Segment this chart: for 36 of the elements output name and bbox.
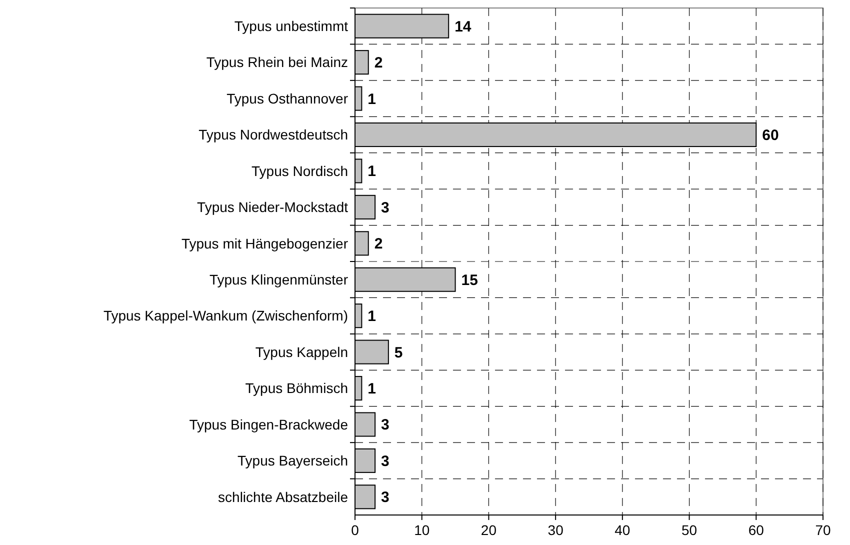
- x-tick-label: 30: [548, 522, 564, 538]
- x-tick-label: 20: [480, 522, 497, 538]
- data-label: 2: [374, 236, 383, 253]
- y-tick-label: Typus mit Hängebogenzier: [181, 235, 348, 252]
- y-tick-label: Typus Kappel-Wankum (Zwischenform): [103, 308, 348, 324]
- data-label: 1: [368, 90, 376, 108]
- y-tick-label: Typus unbestimmt: [234, 18, 348, 34]
- data-label: 60: [762, 127, 779, 144]
- data-label: 3: [381, 489, 390, 506]
- data-label: 1: [368, 163, 376, 180]
- data-label: 1: [368, 308, 376, 326]
- y-tick-label: Typus Bayerseich: [238, 452, 348, 469]
- data-label: 2: [374, 54, 383, 72]
- y-tick-label: Typus Rhein bei Mainz: [206, 54, 348, 70]
- y-tick-label: Typus Böhmisch: [245, 380, 348, 396]
- data-label: 3: [381, 452, 390, 470]
- x-tick-label: 0: [351, 522, 360, 538]
- x-tick-label: 40: [614, 522, 630, 538]
- data-label: 1: [368, 380, 376, 398]
- y-tick-label: Typus Kappeln: [255, 344, 348, 360]
- data-label: 14: [454, 18, 472, 36]
- y-tick-label: Typus Klingenmünster: [209, 272, 348, 288]
- x-tick-label: 60: [748, 522, 764, 538]
- y-tick-label: Typus Nieder-Mockstadt: [197, 199, 348, 216]
- data-label: 3: [381, 199, 390, 216]
- y-tick-label: Typus Osthannover: [226, 90, 348, 106]
- x-tick-label: 70: [815, 522, 831, 538]
- x-tick-label: 50: [681, 522, 698, 538]
- y-tick-label: Typus Bingen-Brackwede: [189, 416, 348, 432]
- y-tick-label: Typus Nordwestdeutsch: [198, 126, 348, 143]
- y-tick-label: schlichte Absatzbeile: [218, 488, 348, 505]
- x-tick-label: 10: [414, 522, 430, 538]
- y-tick-label: Typus Nordisch: [252, 162, 348, 179]
- data-label: 5: [394, 344, 403, 362]
- data-label: 15: [461, 272, 478, 289]
- data-label: 3: [381, 416, 390, 434]
